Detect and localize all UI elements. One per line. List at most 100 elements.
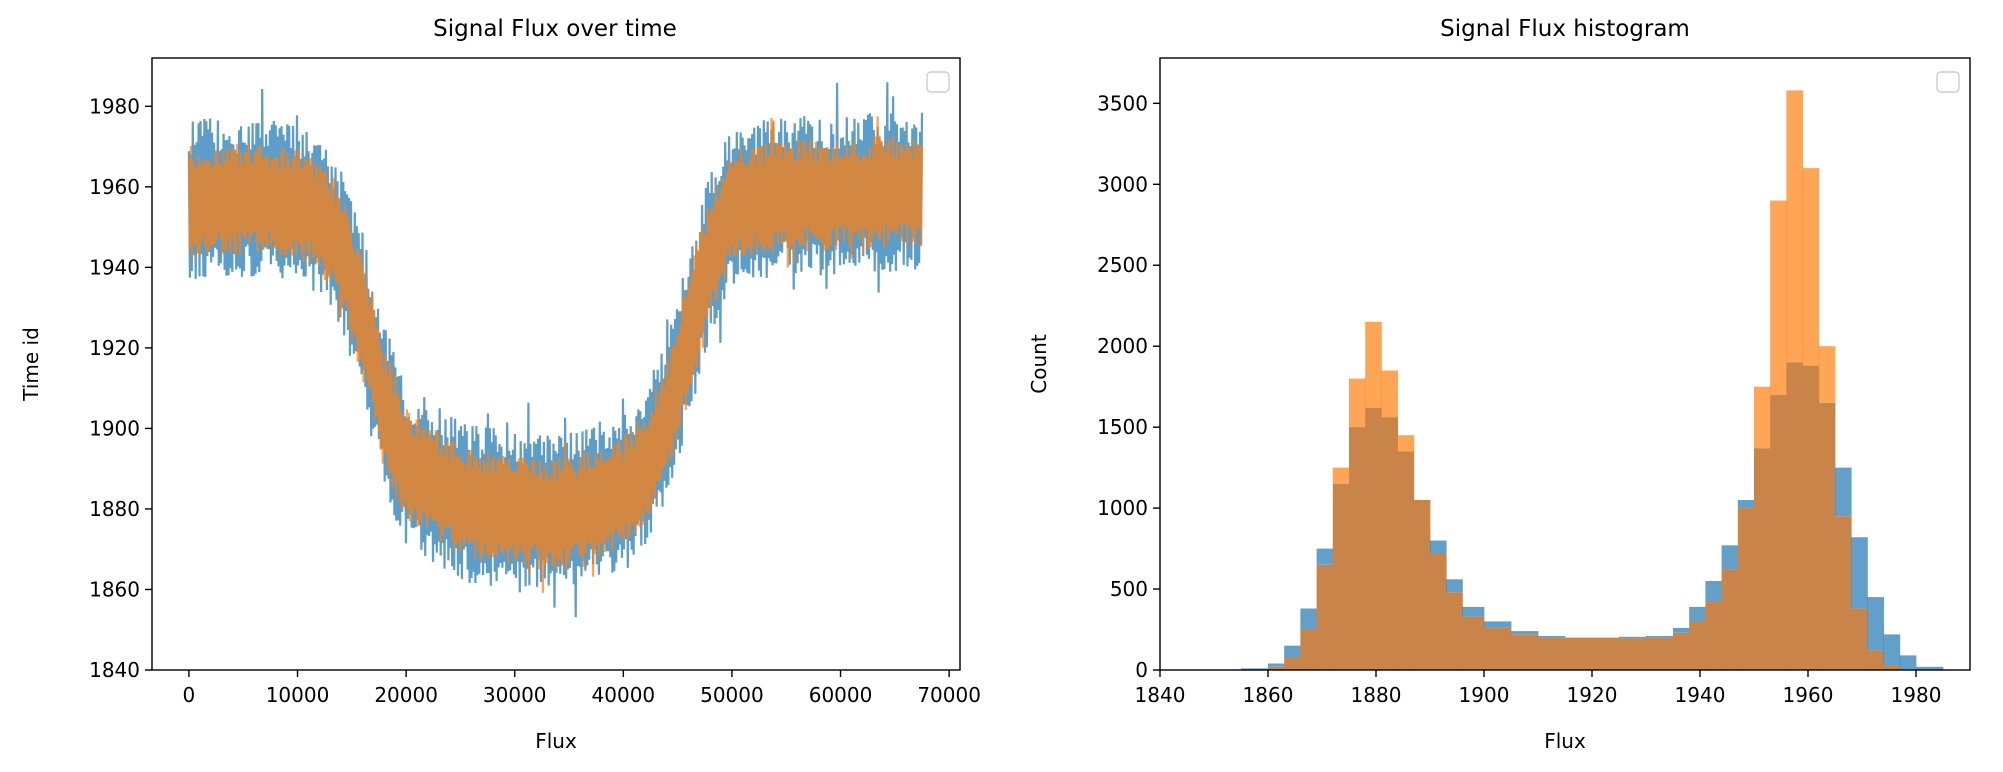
hist-bar-overlap <box>1484 627 1512 670</box>
x-tick-label: 1860 <box>1243 683 1294 707</box>
y-tick-label: 1920 <box>89 336 140 360</box>
hist-bar-series-1 <box>1511 631 1539 635</box>
hist-bar-overlap <box>1619 638 1647 670</box>
y-tick-label: 1900 <box>89 416 140 440</box>
hist-bar-overlap <box>1430 553 1447 670</box>
hist-bar-series-1 <box>1916 666 1944 670</box>
hist-bar-overlap <box>1646 637 1674 670</box>
hist-bar-overlap <box>1802 365 1820 670</box>
y-tick-label: 2500 <box>1097 253 1148 277</box>
hist-bar-series-1 <box>1241 668 1269 670</box>
line-chart-panel: Signal Flux over time 0 10000 20000 30000 40… <box>19 16 981 753</box>
hist-bar-series-2 <box>1365 321 1382 408</box>
hist-bar-series-2 <box>1397 435 1415 452</box>
x-tick-label: 10000 <box>266 683 330 707</box>
hist-bar-series-2 <box>1381 370 1398 418</box>
hist-bar-series-1 <box>1721 545 1739 570</box>
hist-bar-series-1 <box>1462 606 1485 617</box>
hist-bar-overlap <box>1883 665 1901 670</box>
hist-bar-series-1 <box>1268 663 1285 667</box>
y-tick-label: 3500 <box>1097 91 1148 115</box>
hist-bar-series-1 <box>1446 579 1463 593</box>
x-tick-label: 1880 <box>1351 683 1402 707</box>
histogram-legend-box[interactable] <box>1936 71 1960 93</box>
line-chart-legend-box[interactable] <box>926 71 950 93</box>
hist-bar-series-1 <box>1619 636 1647 639</box>
y-tick-label: 1940 <box>89 255 140 279</box>
y-tick-label: 1000 <box>1097 496 1148 520</box>
hist-bar-overlap <box>1770 394 1787 670</box>
hist-bar-overlap <box>1511 634 1539 670</box>
hist-bar-overlap <box>1413 500 1431 670</box>
x-tick-label: 1960 <box>1783 683 1834 707</box>
hist-bar-series-2 <box>1770 200 1787 395</box>
x-tick-label: 30000 <box>483 683 547 707</box>
hist-bar-overlap <box>1673 632 1690 670</box>
x-tick-label: 50000 <box>700 683 764 707</box>
hist-bar-overlap <box>1705 602 1722 670</box>
hist-bar-overlap <box>1538 637 1566 670</box>
hist-bar-series-1 <box>1646 636 1674 638</box>
hist-bar-series-1 <box>1300 608 1317 630</box>
line-chart-title: Signal Flux over time <box>433 16 677 42</box>
hist-bar-overlap <box>1300 629 1317 670</box>
hist-bar-series-1 <box>1538 636 1566 638</box>
y-tick-label: 1980 <box>89 94 140 118</box>
flux-series-2-line <box>187 116 924 593</box>
hist-bar-overlap <box>1737 508 1755 670</box>
x-tick-label: 1840 <box>1135 683 1186 707</box>
hist-bar-overlap <box>1316 564 1334 670</box>
hist-bar-series-2 <box>1754 386 1771 449</box>
y-tick-label: 1500 <box>1097 415 1148 439</box>
line-chart-plot-area <box>187 82 924 618</box>
y-tick-label: 1840 <box>89 658 140 682</box>
hist-bar-series-1 <box>1835 467 1852 517</box>
hist-bar-series-1 <box>1689 606 1706 622</box>
histogram-panel: Signal Flux histogram 1840 1860 1880 1900 19… <box>1027 16 1971 753</box>
hist-bar-overlap <box>1268 666 1285 670</box>
hist-bar-series-1 <box>1737 500 1755 509</box>
hist-bar-series-1 <box>1867 597 1884 651</box>
line-chart-ylabel: Time id <box>19 327 43 402</box>
hist-bar-series-1 <box>1851 537 1868 609</box>
x-tick-label: 20000 <box>374 683 438 707</box>
x-tick-label: 60000 <box>809 683 873 707</box>
hist-bar-series-2 <box>1786 90 1803 363</box>
y-tick-label: 0 <box>1135 658 1148 682</box>
hist-bar-overlap <box>1851 608 1868 670</box>
hist-bar-series-2 <box>1818 346 1836 403</box>
hist-bar-overlap <box>1835 516 1852 670</box>
hist-bar-series-1 <box>1484 621 1512 628</box>
y-tick-label: 3000 <box>1097 172 1148 196</box>
x-tick-label: 0 <box>183 683 196 707</box>
hist-bar-overlap <box>1786 362 1803 670</box>
histogram-xlabel: Flux <box>1544 729 1586 753</box>
line-chart-frame <box>151 57 961 671</box>
hist-bar-overlap <box>1332 483 1350 670</box>
hist-bar-series-1 <box>1284 645 1301 657</box>
histogram-title: Signal Flux histogram <box>1440 16 1690 42</box>
hist-bar-series-2 <box>1332 467 1350 484</box>
x-tick-label: 70000 <box>917 683 981 707</box>
histogram-ticks: 1840 1860 1880 1900 1920 1940 1960 1980 0 500 1000… <box>1097 91 1941 707</box>
hist-bar-overlap <box>1721 569 1739 670</box>
hist-bar-overlap <box>1565 637 1593 670</box>
hist-bar-series-2 <box>1802 168 1820 366</box>
hist-bar-overlap <box>1754 448 1771 670</box>
hist-bar-series-1 <box>1899 655 1917 670</box>
hist-bar-overlap <box>1381 417 1398 670</box>
hist-bar-series-1 <box>1673 627 1690 633</box>
y-tick-label: 500 <box>1110 577 1148 601</box>
line-chart-ticks: 0 10000 20000 30000 40000 50000 60000 70000 1840… <box>89 94 981 707</box>
x-tick-label: 1980 <box>1891 683 1942 707</box>
histogram-plot-area <box>1241 90 1944 670</box>
hist-bar-overlap <box>1818 402 1836 670</box>
x-tick-label: 1920 <box>1567 683 1618 707</box>
hist-bar-overlap <box>1592 637 1620 670</box>
hist-bar-overlap <box>1867 650 1884 670</box>
histogram-frame <box>1159 57 1971 671</box>
y-tick-label: 2000 <box>1097 334 1148 358</box>
hist-bar-series-2 <box>1349 378 1366 428</box>
hist-bar-overlap <box>1365 407 1382 670</box>
